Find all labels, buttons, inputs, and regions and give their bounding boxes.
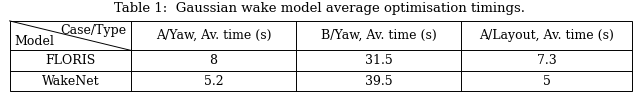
Text: 5.2: 5.2 [204,74,223,87]
Text: 5: 5 [543,74,550,87]
Text: Table 1:  Gaussian wake model average optimisation timings.: Table 1: Gaussian wake model average opt… [115,2,525,15]
Text: 39.5: 39.5 [365,74,392,87]
Text: Case/Type: Case/Type [60,24,126,37]
Text: 8: 8 [209,54,218,67]
Text: A/Yaw, Av. time (s): A/Yaw, Av. time (s) [156,29,271,42]
Text: WakeNet: WakeNet [42,74,99,87]
Text: 7.3: 7.3 [537,54,557,67]
Text: A/Layout, Av. time (s): A/Layout, Av. time (s) [479,29,614,42]
Text: B/Yaw, Av. time (s): B/Yaw, Av. time (s) [321,29,436,42]
Text: Model: Model [15,35,54,48]
Text: FLORIS: FLORIS [45,54,95,67]
Text: 31.5: 31.5 [365,54,392,67]
